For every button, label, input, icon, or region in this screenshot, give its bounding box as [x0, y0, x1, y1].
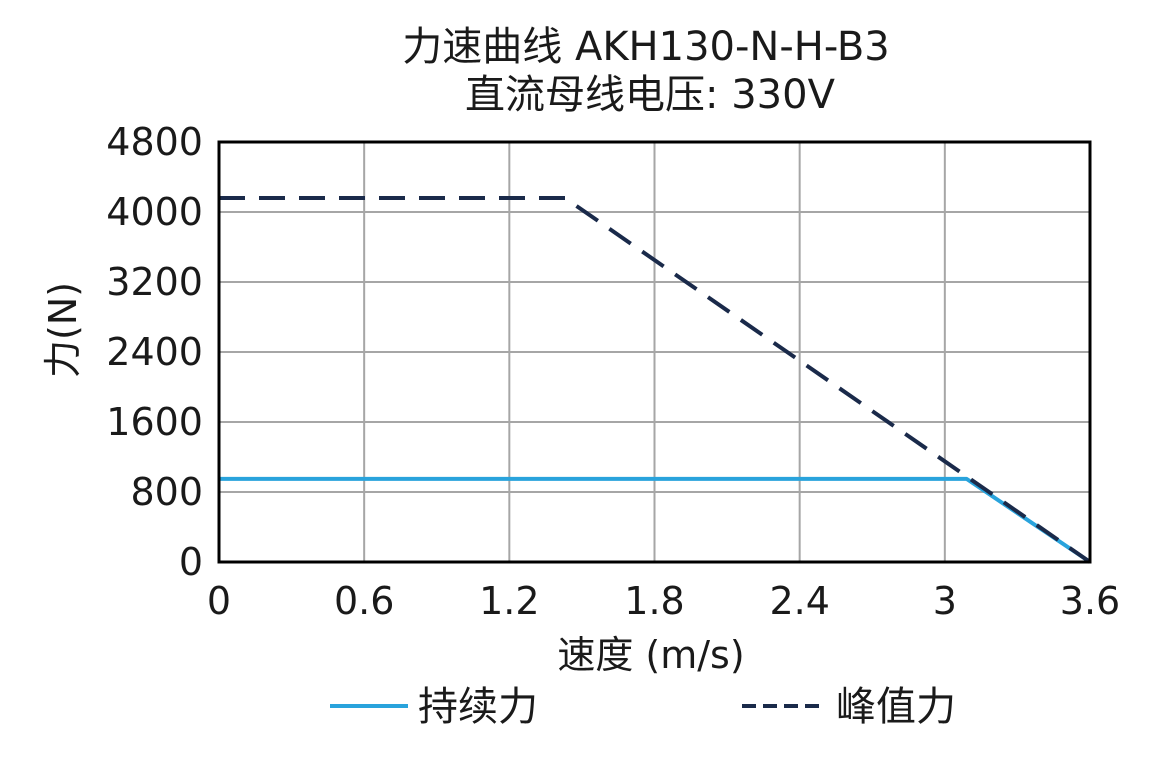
- y-tick-label-5: 4000: [106, 190, 203, 234]
- x-tick-label-1: 0.6: [334, 579, 394, 623]
- grid-lines: [218, 141, 1091, 563]
- x-tick-label-5: 3: [933, 579, 957, 623]
- y-tick-label-0: 0: [179, 540, 203, 584]
- y-tick-label-3: 2400: [106, 330, 203, 374]
- series-lines: [219, 196, 1092, 564]
- legend: 持续力 峰值力: [330, 684, 956, 730]
- x-tick-label-3: 1.8: [624, 579, 684, 623]
- y-tick-label-2: 1600: [106, 400, 203, 444]
- series-line-1: [219, 196, 1092, 564]
- x-axis-label: 速度 (m/s): [557, 633, 744, 677]
- x-tick-labels: 0 0.6 1.2 1.8 2.4 3 3.6: [207, 579, 1120, 623]
- x-tick-label-4: 2.4: [769, 579, 829, 623]
- legend-label-1: 峰值力: [836, 684, 956, 730]
- legend-label-0: 持续力: [418, 684, 538, 730]
- x-tick-label-2: 1.2: [479, 579, 539, 623]
- plot-frame: [217, 140, 1092, 564]
- y-tick-label-1: 800: [130, 470, 203, 514]
- chart-subtitle: 直流母线电压: 330V: [465, 72, 836, 118]
- y-tick-label-6: 4800: [106, 120, 203, 164]
- y-tick-label-4: 3200: [106, 260, 203, 304]
- y-axis-label: 力(N): [41, 282, 85, 378]
- x-tick-label-0: 0: [207, 579, 231, 623]
- y-tick-labels: 0 800 1600 2400 3200 4000 4800: [106, 120, 203, 584]
- chart-title: 力速曲线 AKH130-N-H-B3: [402, 24, 890, 70]
- x-tick-label-6: 3.6: [1060, 579, 1120, 623]
